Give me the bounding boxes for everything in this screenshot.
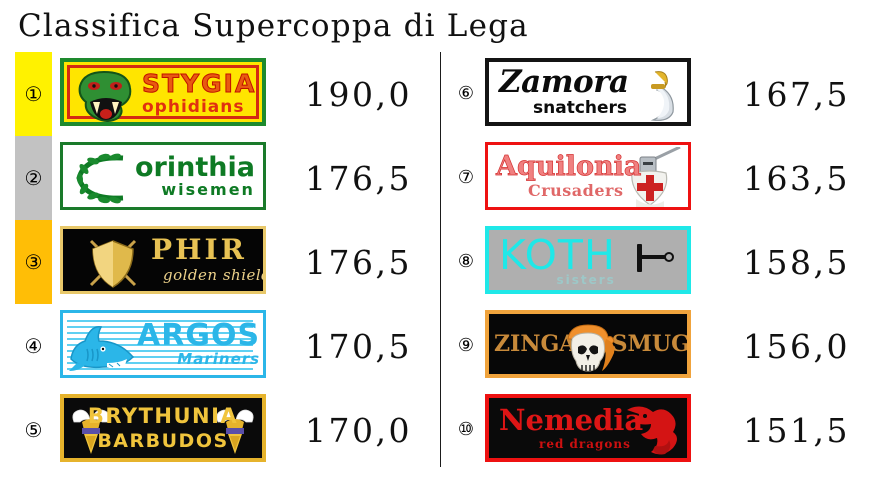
standings-row[interactable]: ③ PHIR golden shields 176,5: [0, 220, 440, 304]
standings-row[interactable]: ⑦ Aquilonia Crusaders: [441, 136, 875, 220]
shield-swords-icon: [89, 239, 137, 288]
team-score: 158,5: [743, 242, 850, 282]
standings-column-left: ① STYGIA oph: [0, 52, 440, 472]
standings-row[interactable]: ⑨ ZIN: [441, 304, 875, 388]
team-name: orinthia: [135, 152, 255, 183]
team-name: KOTH: [499, 230, 616, 279]
team-name: BRYTHUNIA: [87, 403, 239, 428]
team-score: 176,5: [305, 242, 412, 282]
team-logo-zingara[interactable]: ZINGARA SMUGGLERS: [485, 310, 691, 378]
rank-badge: ②: [15, 136, 52, 220]
standings-row[interactable]: ④: [0, 304, 440, 388]
standings-row[interactable]: ① STYGIA oph: [0, 52, 440, 136]
team-score: 151,5: [743, 410, 850, 450]
rank-badge: ③: [15, 220, 52, 304]
shark-icon: [69, 326, 135, 371]
viking-head-icon: [216, 409, 254, 454]
team-subtitle: ophidians: [142, 96, 245, 117]
rank-badge: ⑦: [457, 167, 475, 188]
team-logo-ophir[interactable]: PHIR golden shields: [60, 226, 266, 294]
team-score: 167,5: [743, 74, 850, 114]
rank-badge: ④: [24, 334, 43, 358]
crusader-knight-icon: [631, 147, 681, 207]
team-score: 170,5: [305, 326, 412, 366]
team-subtitle: BARBUDOS: [97, 429, 229, 452]
team-name: ARGOS: [137, 318, 261, 353]
standings-column-right: ⑥ Zamora snatchers 167,5: [441, 52, 875, 472]
rank-badge: ⑩: [457, 419, 475, 440]
standings-row[interactable]: ②: [0, 136, 440, 220]
bandana-skull-icon: [567, 324, 615, 372]
scimitar-icon: [650, 71, 674, 121]
page-title: Classifica Supercoppa di Lega: [18, 8, 529, 44]
team-name: Zamora: [499, 64, 629, 100]
rank-badge: ⑥: [457, 83, 475, 104]
team-subtitle: wisemen: [161, 180, 255, 199]
team-logo-nemedia[interactable]: Nemedia red dragons: [485, 394, 691, 462]
rank-badge: ⑤: [24, 418, 43, 442]
standings-row[interactable]: ⑤: [0, 388, 440, 472]
rank-badge: ⑨: [457, 335, 475, 356]
team-name: Nemedia: [499, 403, 644, 437]
team-logo-koth[interactable]: KOTH sisters: [485, 226, 691, 294]
sword-icon: [637, 244, 674, 272]
team-score: 156,0: [743, 326, 850, 366]
team-subtitle: Mariners: [177, 350, 261, 368]
column-divider: [440, 52, 441, 467]
team-score: 190,0: [305, 74, 412, 114]
team-subtitle: golden shields: [163, 265, 263, 284]
team-name: Aquilonia: [496, 151, 642, 182]
team-subtitle: SMUGGLERS: [611, 331, 690, 357]
team-logo-zamora[interactable]: Zamora snatchers: [485, 58, 691, 126]
rank-badge: ⑧: [457, 251, 475, 272]
team-subtitle: snatchers: [533, 98, 628, 118]
team-score: 176,5: [305, 158, 412, 198]
dragon-icon: [627, 406, 677, 455]
laurel-wreath-icon: [76, 153, 124, 204]
team-score: 163,5: [743, 158, 850, 198]
team-subtitle: Crusaders: [528, 181, 624, 200]
team-subtitle: red dragons: [539, 437, 631, 451]
team-logo-corinthia[interactable]: orinthia wisemen: [60, 142, 266, 210]
snake-head-icon: [78, 70, 132, 122]
team-name: STYGIA: [141, 68, 257, 98]
team-name: PHIR: [151, 232, 247, 266]
team-logo-argos[interactable]: ARGOS Mariners: [60, 310, 266, 378]
standings-row[interactable]: ⑥ Zamora snatchers 167,5: [441, 52, 875, 136]
standings-row[interactable]: ⑧ KOTH sisters 158,5: [441, 220, 875, 304]
viking-head-icon: [72, 409, 110, 454]
team-score: 170,0: [305, 410, 412, 450]
team-logo-stygia[interactable]: STYGIA ophidians: [60, 58, 266, 126]
standings-row[interactable]: ⑩ Nemedia red dragons 151,5: [441, 388, 875, 472]
team-logo-brythunia[interactable]: BRYTHUNIA BARBUDOS: [60, 394, 266, 462]
team-logo-aquilonia[interactable]: Aquilonia Crusaders: [485, 142, 691, 210]
rank-badge: ①: [15, 52, 52, 136]
team-subtitle: sisters: [556, 272, 616, 287]
